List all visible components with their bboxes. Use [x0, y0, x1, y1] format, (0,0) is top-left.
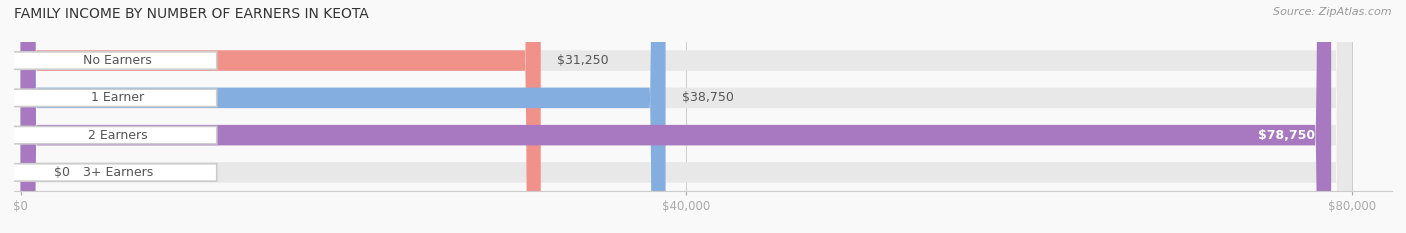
FancyBboxPatch shape	[21, 0, 1331, 233]
Text: 2 Earners: 2 Earners	[89, 129, 148, 142]
FancyBboxPatch shape	[10, 164, 217, 181]
Text: No Earners: No Earners	[83, 54, 152, 67]
Text: 3+ Earners: 3+ Earners	[83, 166, 153, 179]
Text: 1 Earner: 1 Earner	[91, 91, 145, 104]
FancyBboxPatch shape	[21, 0, 665, 233]
Text: $31,250: $31,250	[557, 54, 609, 67]
FancyBboxPatch shape	[21, 0, 1353, 233]
FancyBboxPatch shape	[10, 52, 217, 69]
FancyBboxPatch shape	[10, 89, 217, 106]
Text: $38,750: $38,750	[682, 91, 734, 104]
Text: $0: $0	[53, 166, 70, 179]
FancyBboxPatch shape	[21, 0, 541, 233]
Text: $78,750: $78,750	[1258, 129, 1315, 142]
FancyBboxPatch shape	[10, 127, 217, 144]
FancyBboxPatch shape	[21, 0, 1353, 233]
FancyBboxPatch shape	[21, 0, 1353, 233]
Text: FAMILY INCOME BY NUMBER OF EARNERS IN KEOTA: FAMILY INCOME BY NUMBER OF EARNERS IN KE…	[14, 7, 368, 21]
FancyBboxPatch shape	[21, 0, 1353, 233]
Text: Source: ZipAtlas.com: Source: ZipAtlas.com	[1274, 7, 1392, 17]
